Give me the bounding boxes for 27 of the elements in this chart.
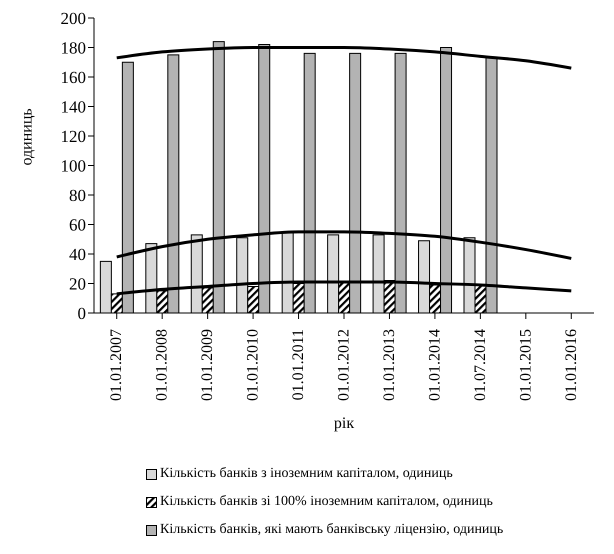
y-tick-label: 0 — [78, 304, 86, 324]
x-axis-title: рік — [334, 415, 354, 432]
y-tick-label: 120 — [60, 127, 86, 146]
y-tick-label: 100 — [60, 156, 86, 176]
x-tick-label: 01.01.2010 — [244, 329, 262, 401]
y-tick-label: 140 — [60, 98, 86, 117]
legend-label: Кількість банків зі 100% іноземним капіталом, одиниць — [160, 494, 493, 510]
x-tick-label: 01.01.2016 — [562, 329, 580, 401]
y-tick-label: 80 — [69, 186, 86, 206]
y-tick-label: 40 — [69, 245, 86, 264]
y-tick-label: 160 — [60, 68, 86, 88]
x-tick-label: 01.01.2015 — [517, 329, 534, 401]
x-tick-label: 01.01.2009 — [199, 329, 216, 401]
x-tick-label: 01.01.2008 — [154, 329, 171, 401]
x-tick-label: 01.01.2012 — [336, 329, 352, 401]
x-tick-label: 01.01.2011 — [290, 329, 308, 400]
x-tick-label: 01.07.2014 — [472, 329, 489, 401]
y-tick-label: 60 — [69, 216, 86, 235]
x-tick-label: 01.01.2007 — [108, 329, 126, 401]
legend-label: Кількість банків з іноземним капіталом, одиниць — [160, 466, 453, 482]
y-axis-title: одиниць — [18, 108, 36, 166]
x-tick-label: 01.01.2013 — [380, 329, 398, 401]
y-tick-label: 180 — [60, 38, 86, 58]
y-tick-label: 20 — [69, 274, 86, 294]
y-tick-label: 200 — [60, 9, 86, 28]
legend-label: Кількість банків, які мають банківську ліцензію, одиниць — [160, 522, 504, 538]
x-tick-label: 01.01.2014 — [426, 329, 444, 401]
